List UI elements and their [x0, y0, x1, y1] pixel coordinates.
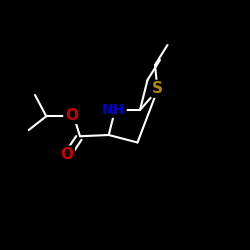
Text: O: O	[65, 108, 78, 122]
Text: S: S	[152, 81, 163, 96]
Text: O: O	[60, 147, 74, 162]
Text: NH: NH	[102, 102, 126, 117]
